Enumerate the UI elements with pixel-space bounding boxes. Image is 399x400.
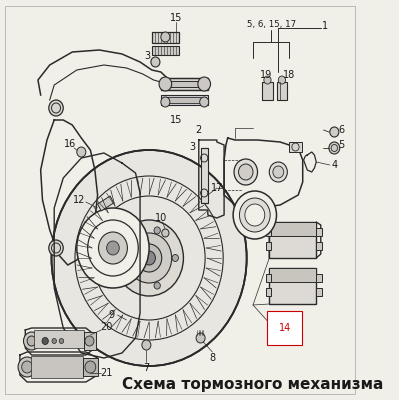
- Bar: [165, 81, 203, 87]
- Text: 20: 20: [101, 322, 113, 332]
- Text: 3: 3: [144, 51, 150, 61]
- Bar: [289, 142, 302, 152]
- Bar: [163, 97, 206, 103]
- Circle shape: [279, 76, 286, 84]
- Circle shape: [85, 336, 94, 346]
- Text: Схема тормозного механизма: Схема тормозного механизма: [122, 378, 384, 392]
- Bar: [201, 148, 208, 203]
- Bar: [161, 78, 208, 90]
- Circle shape: [22, 361, 33, 373]
- Circle shape: [161, 32, 170, 42]
- Circle shape: [99, 232, 127, 264]
- Circle shape: [136, 244, 162, 272]
- Text: 2: 2: [196, 125, 202, 135]
- Text: 9: 9: [108, 310, 114, 320]
- Text: 18: 18: [283, 70, 295, 80]
- Text: 14: 14: [279, 323, 291, 333]
- Text: 17: 17: [211, 183, 223, 193]
- Circle shape: [77, 208, 149, 288]
- Circle shape: [52, 338, 57, 344]
- Circle shape: [126, 233, 172, 283]
- Circle shape: [49, 240, 63, 256]
- Bar: [316, 274, 322, 282]
- Circle shape: [49, 100, 63, 116]
- Text: 8: 8: [209, 353, 215, 363]
- Bar: [266, 274, 271, 282]
- Bar: [269, 222, 316, 258]
- Text: 15: 15: [170, 13, 182, 23]
- Circle shape: [125, 272, 131, 278]
- Circle shape: [51, 150, 247, 366]
- Text: 6: 6: [338, 125, 345, 135]
- Bar: [277, 82, 287, 100]
- Bar: [316, 288, 322, 296]
- Circle shape: [196, 333, 205, 343]
- Bar: [316, 228, 322, 236]
- Text: 7: 7: [143, 363, 150, 373]
- Circle shape: [330, 127, 339, 137]
- Bar: [266, 288, 271, 296]
- Bar: [262, 82, 273, 100]
- Text: 19: 19: [261, 70, 273, 80]
- Text: 16: 16: [64, 139, 77, 149]
- Circle shape: [239, 198, 270, 232]
- Bar: [98, 196, 114, 211]
- Circle shape: [154, 282, 160, 289]
- Bar: [269, 268, 316, 282]
- Circle shape: [329, 142, 340, 154]
- Circle shape: [115, 220, 184, 296]
- Bar: [316, 242, 322, 250]
- Bar: [152, 32, 179, 43]
- Text: 10: 10: [155, 213, 167, 223]
- Circle shape: [264, 76, 271, 84]
- Text: 12: 12: [73, 195, 86, 205]
- Bar: [266, 228, 271, 236]
- Circle shape: [198, 77, 211, 91]
- Bar: [269, 222, 316, 236]
- Circle shape: [234, 159, 257, 185]
- Circle shape: [77, 147, 86, 157]
- Circle shape: [159, 77, 172, 91]
- Circle shape: [239, 164, 253, 180]
- Circle shape: [200, 97, 209, 107]
- Bar: [31, 356, 83, 378]
- Circle shape: [42, 338, 48, 344]
- Circle shape: [143, 251, 156, 265]
- Bar: [83, 358, 98, 376]
- Bar: [266, 242, 271, 250]
- Circle shape: [161, 97, 170, 107]
- Circle shape: [162, 229, 169, 237]
- Circle shape: [24, 332, 40, 350]
- Circle shape: [233, 191, 277, 239]
- Bar: [84, 332, 96, 350]
- Text: 5, 6, 15, 17: 5, 6, 15, 17: [247, 20, 296, 30]
- Circle shape: [172, 254, 178, 262]
- Text: 15: 15: [170, 115, 182, 125]
- Text: 3: 3: [190, 142, 196, 152]
- Circle shape: [107, 241, 119, 255]
- Bar: [161, 95, 208, 105]
- Bar: [269, 268, 316, 304]
- Bar: [34, 330, 84, 348]
- Text: 5: 5: [338, 140, 345, 150]
- Circle shape: [273, 166, 284, 178]
- Circle shape: [154, 227, 160, 234]
- Circle shape: [142, 340, 151, 350]
- Text: 4: 4: [331, 160, 338, 170]
- Bar: [161, 78, 208, 90]
- Circle shape: [18, 357, 36, 377]
- Circle shape: [85, 361, 96, 373]
- Bar: [152, 46, 179, 55]
- Circle shape: [27, 336, 36, 346]
- Circle shape: [125, 238, 131, 244]
- Text: 1: 1: [322, 21, 328, 31]
- Circle shape: [245, 204, 265, 226]
- Circle shape: [59, 338, 64, 344]
- Circle shape: [269, 162, 287, 182]
- Circle shape: [151, 57, 160, 67]
- Text: 21: 21: [101, 368, 113, 378]
